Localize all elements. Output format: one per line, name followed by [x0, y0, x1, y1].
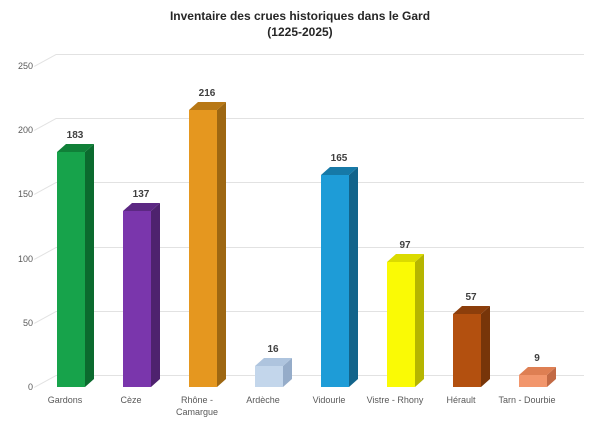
chart-title-line2: (1225-2025) [267, 24, 333, 39]
gridline-depth-segment [34, 375, 57, 388]
y-axis-tick-label: 150 [17, 189, 33, 200]
x-axis-category-label: Ardèche [246, 395, 280, 405]
data-label: 216 [198, 88, 216, 99]
bar-side-face [217, 102, 226, 388]
gridline-depth-segment [34, 246, 57, 260]
x-axis-category-label: Vidourle [312, 395, 346, 405]
bar-gardons [57, 144, 95, 387]
gridline [56, 182, 584, 184]
bar-side-face [151, 203, 160, 387]
gridline-depth-segment [34, 182, 57, 196]
chart-title: Inventaire des crues historiques dans le… [0, 9, 600, 41]
x-axis-category-label: Tarn - Dourbie [498, 395, 556, 405]
gridline [56, 118, 584, 120]
bar-vidourle [321, 167, 359, 387]
bar-front-face [57, 152, 85, 387]
bar-front-face [255, 366, 283, 387]
chart-title-line1: Inventaire des crues historiques dans le… [169, 9, 431, 23]
gridline-depth-segment [34, 54, 57, 67]
y-axis-tick-label: 100 [17, 253, 33, 264]
bar-tarn-dourbie [519, 367, 557, 387]
data-label: 183 [66, 130, 84, 141]
x-axis-category-label: Gardons [47, 395, 83, 405]
bar-side-face [481, 306, 490, 387]
gridline [56, 246, 584, 248]
gridline [56, 54, 584, 56]
bar-front-face [387, 262, 415, 387]
x-axis-category-label: Rhône - Camargue [175, 395, 219, 418]
x-axis-category-label: Cèze [120, 395, 142, 405]
bar-side-face [415, 254, 424, 387]
bar-vistre-rhony [387, 254, 425, 387]
bar-front-face [123, 211, 151, 387]
bar-ard-che [255, 358, 293, 387]
y-axis-tick-label: 250 [17, 61, 33, 72]
bar-front-face [519, 375, 547, 387]
bar-front-face [321, 175, 349, 387]
gridline-depth-segment [34, 310, 57, 324]
data-label: 57 [465, 292, 477, 303]
y-axis-tick-label: 50 [22, 317, 33, 328]
bar-h-rault [453, 306, 491, 387]
y-axis-tick-label: 0 [27, 382, 33, 392]
data-label: 16 [267, 344, 279, 355]
gridline [56, 375, 584, 376]
bar-front-face [189, 110, 217, 387]
bar-side-face [85, 144, 94, 387]
x-axis-category-label: Vistre - Rhony [366, 395, 424, 405]
data-label: 97 [399, 240, 411, 251]
data-label: 9 [534, 353, 540, 364]
y-axis-tick-label: 200 [17, 125, 33, 136]
bar-side-face [349, 167, 358, 387]
bar-c-ze [123, 203, 161, 387]
data-label: 137 [132, 189, 150, 200]
data-label: 165 [330, 153, 348, 164]
bar-front-face [453, 314, 481, 387]
x-axis-category-label: Hérault [446, 395, 476, 405]
bar-rh-ne-camargue [189, 102, 227, 388]
gridline [56, 310, 584, 312]
